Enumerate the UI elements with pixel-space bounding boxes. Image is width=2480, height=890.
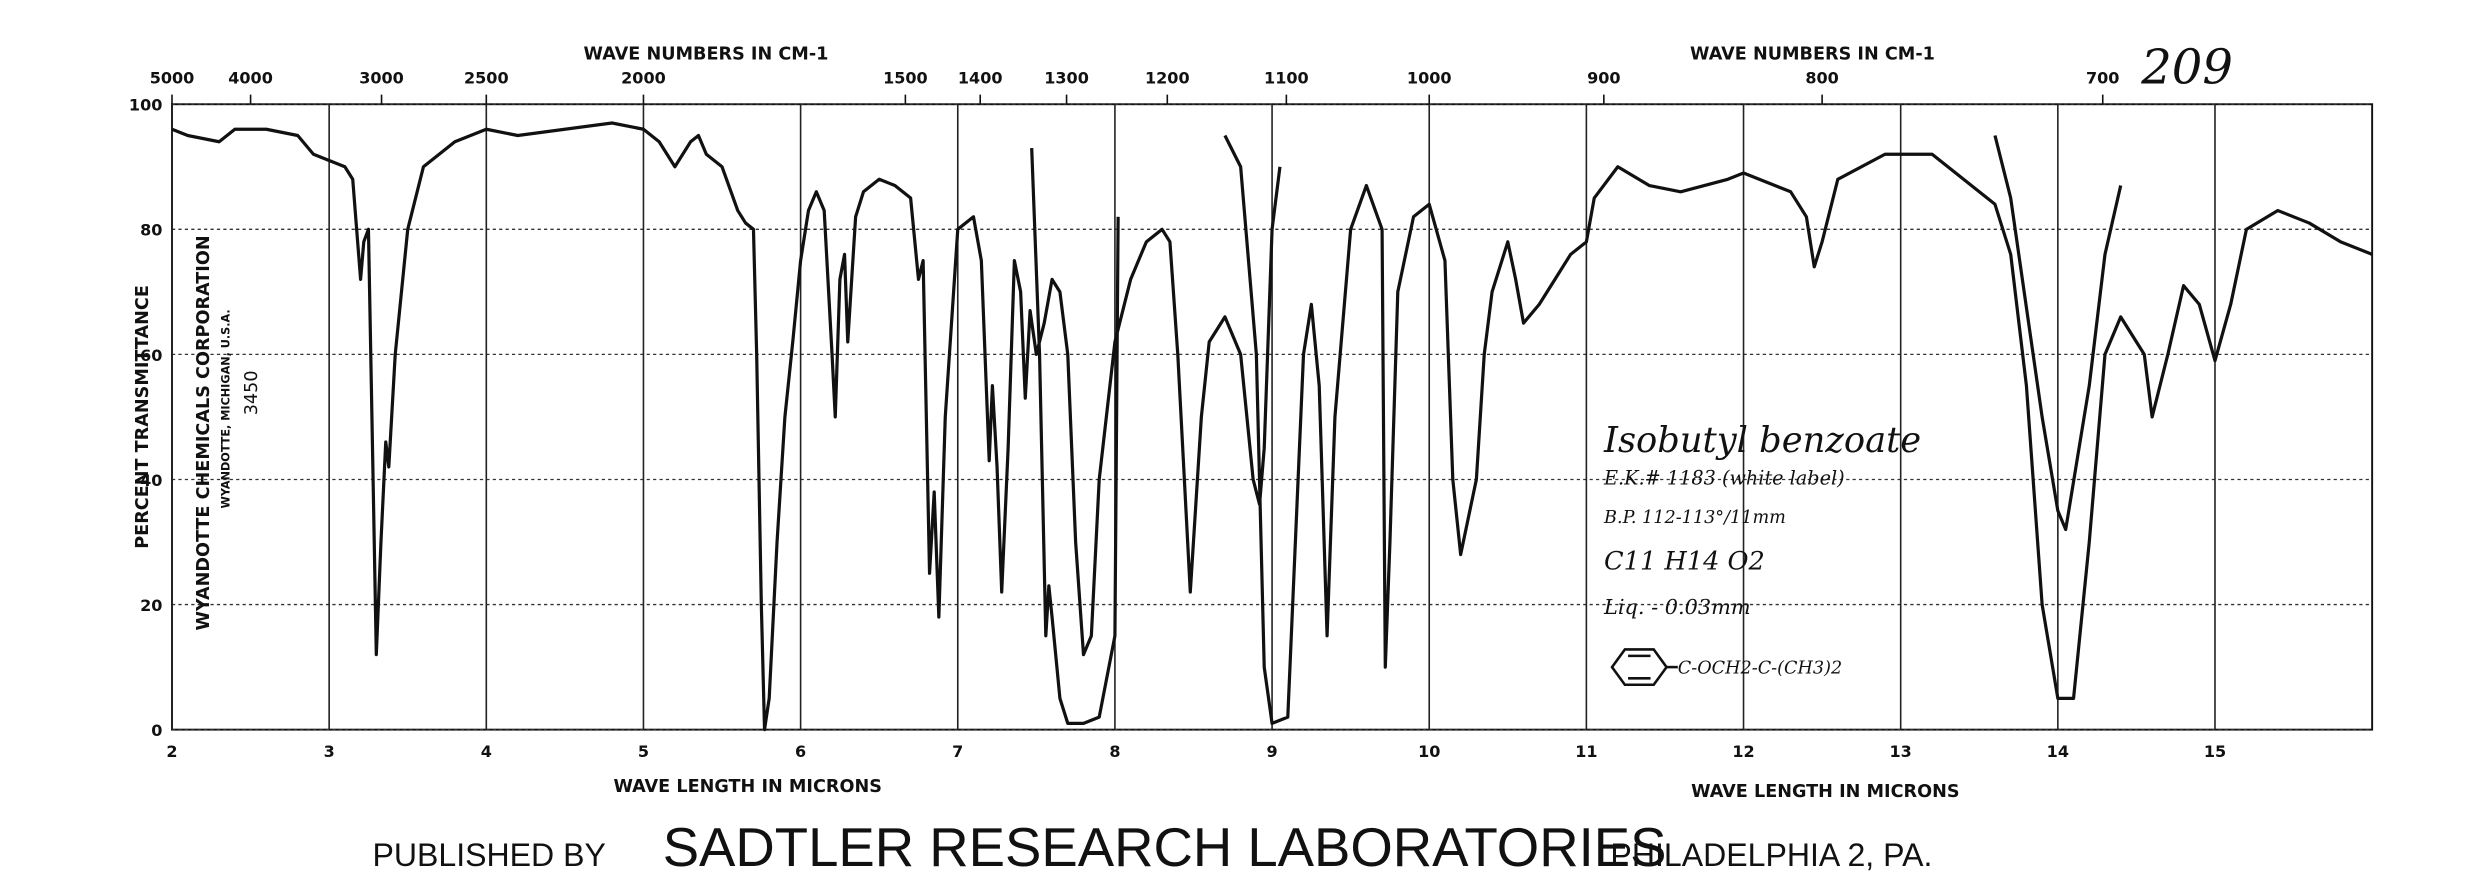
top-tick-label: 1000 (1407, 68, 1452, 87)
top-tick-label: 1100 (1264, 68, 1309, 87)
top-tick-label: 900 (1587, 68, 1620, 87)
annotation: C-OCH2-C-(CH3)2 (1678, 659, 1842, 679)
x-tick-label: 4 (481, 742, 492, 761)
y-tick-label: 20 (140, 596, 162, 615)
y-tick-label: 60 (140, 346, 162, 365)
x-tick-label: 12 (1732, 742, 1754, 761)
top-tick-label: 1400 (958, 68, 1003, 87)
corporation: WYANDOTTE CHEMICALS CORPORATION (194, 235, 214, 630)
top-tick-label: 700 (2086, 68, 2119, 87)
page-number: 209 (2140, 39, 2233, 95)
annotation: B.P. 112-113°/11mm (1603, 508, 1786, 528)
x-axis-label: WAVE LENGTH IN MICRONS (1691, 782, 1959, 802)
publisher: SADTLER RESEARCH LABORATORIES (663, 817, 1667, 878)
top-tick-label: 2500 (464, 68, 509, 87)
y-tick-label: 40 (140, 471, 162, 490)
top-tick-label: 1500 (883, 68, 928, 87)
y-tick-label: 80 (140, 221, 162, 240)
benzene-ring (1610, 648, 1678, 687)
x-tick-label: 8 (1109, 742, 1120, 761)
x-tick-label: 10 (1418, 742, 1440, 761)
location: WYANDOTTE, MICHIGAN, U.S.A. (220, 309, 233, 508)
top-tick-label: 800 (1805, 68, 1838, 87)
x-tick-label: 14 (2047, 742, 2069, 761)
sample-number: 3450 (242, 370, 262, 415)
top-tick-label: 1300 (1044, 68, 1089, 87)
spectrum-line (171, 121, 2373, 732)
x-axis-label: WAVE LENGTH IN MICRONS (613, 777, 881, 797)
y-tick-label: 100 (129, 96, 162, 115)
top-tick-label: 1200 (1145, 68, 1190, 87)
top-tick-label: 3000 (359, 68, 404, 87)
publisher: PUBLISHED BY (372, 837, 605, 873)
x-tick-label: 15 (2204, 742, 2226, 761)
annotation: Liq. - 0.03mm (1603, 595, 1751, 619)
x-tick-label: 7 (952, 742, 963, 761)
x-tick-label: 11 (1575, 742, 1597, 761)
x-tick-label: 2 (166, 742, 177, 761)
annotation: E.K.# 1183 (white label) (1603, 466, 1845, 489)
x-tick-label: 13 (1890, 742, 1912, 761)
grid: 0 20 40 60 80 100 2 3 4 5 6 7 8 9 10 11 12 13 14 15 5000 4000… (129, 68, 2374, 761)
top-tick-label: 5000 (150, 68, 195, 87)
y-axis-label: PERCENT TRANSMITTANCE (133, 285, 153, 549)
top-tick-label: 2000 (621, 68, 666, 87)
top-axis-label: WAVE NUMBERS IN CM-1 (584, 44, 829, 64)
x-tick-label: 5 (638, 742, 649, 761)
top-tick-label: 4000 (228, 68, 273, 87)
annotation: Isobutyl benzoate (1603, 420, 1921, 461)
x-tick-label: 6 (795, 742, 806, 761)
y-tick-label: 0 (151, 721, 162, 740)
plot (171, 121, 2373, 732)
x-tick-label: 9 (1266, 742, 1277, 761)
top-axis-label: WAVE NUMBERS IN CM-1 (1690, 44, 1935, 64)
x-tick-label: 3 (324, 742, 335, 761)
publisher: PHILADELPHIA 2, PA. (1610, 837, 1932, 873)
annotation: C11 H14 O2 (1604, 546, 1765, 576)
